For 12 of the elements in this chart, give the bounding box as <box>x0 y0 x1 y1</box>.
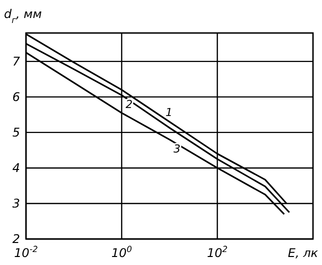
x-tick-label: 10$^{-2}$ <box>14 244 38 260</box>
y-tick-label: 5 <box>12 125 20 140</box>
y-tick-label: 6 <box>12 90 20 104</box>
x-tick-label: 10$^{2}$ <box>207 244 228 260</box>
x-axis-title: E, лк <box>288 246 319 260</box>
y-tick-label: 4 <box>12 160 20 175</box>
y-axis-title: d$_{г}$, мм <box>4 7 42 25</box>
y-tick-label: 2 <box>12 232 20 246</box>
x-tick-label: 10$^{0}$ <box>111 244 132 260</box>
series-label: 1 <box>166 106 172 119</box>
y-tick-label: 3 <box>12 196 20 210</box>
y-tick-label: 7 <box>12 54 20 68</box>
